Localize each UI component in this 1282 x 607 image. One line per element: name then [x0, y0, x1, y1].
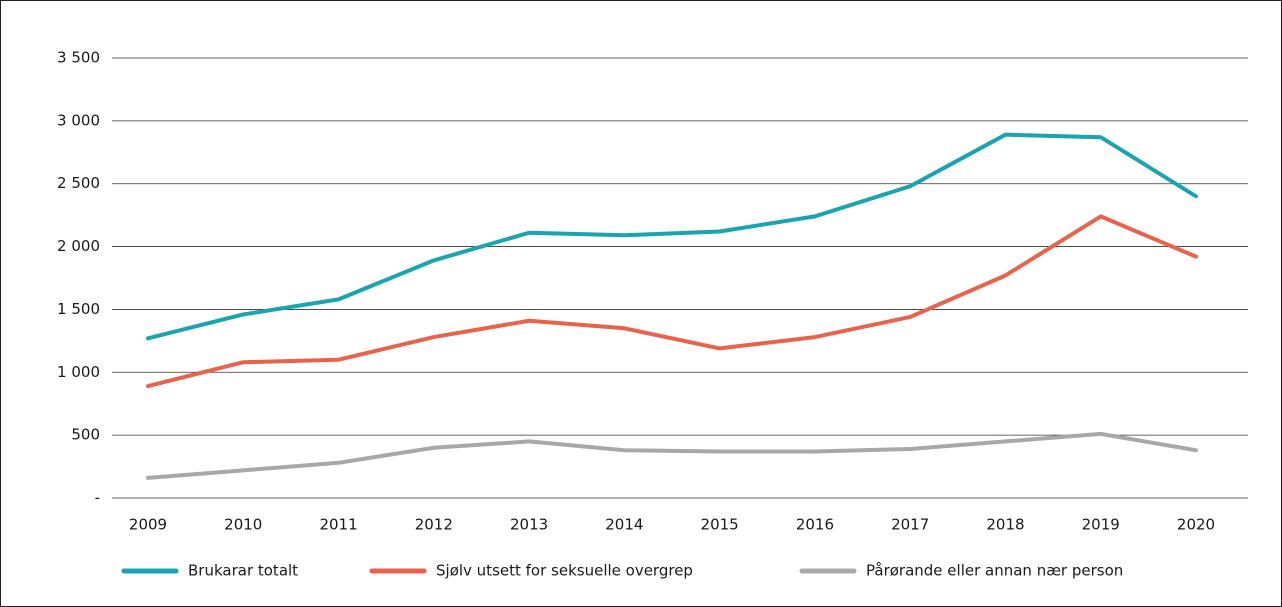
y-tick-label: 500: [71, 426, 100, 444]
legend-label: Brukarar totalt: [188, 562, 298, 580]
x-tick-label: 2013: [510, 516, 548, 534]
y-tick-label: 1 000: [57, 363, 100, 381]
series-line: [146, 214, 1198, 389]
x-tick-label: 2014: [605, 516, 643, 534]
y-tick-label: -: [95, 489, 100, 507]
x-tick-label: 2018: [986, 516, 1024, 534]
x-tick-label: 2010: [224, 516, 262, 534]
y-tick-label: 3 000: [57, 111, 100, 129]
x-tick-label: 2019: [1082, 516, 1120, 534]
y-tick-label: 1 500: [57, 300, 100, 318]
y-tick-label: 2 500: [57, 174, 100, 192]
x-tick-label: 2017: [891, 516, 929, 534]
x-tick-label: 2011: [319, 516, 357, 534]
legend-label: Pårørande eller annan nær person: [866, 562, 1123, 580]
series-line: [146, 431, 1198, 480]
x-tick-label: 2020: [1177, 516, 1215, 534]
series-line: [146, 132, 1198, 341]
x-tick-label: 2016: [796, 516, 834, 534]
y-tick-label: 3 500: [57, 49, 100, 67]
y-tick-label: 2 000: [57, 237, 100, 255]
x-tick-label: 2012: [415, 516, 453, 534]
legend-label: Sjølv utsett for seksuelle overgrep: [436, 562, 693, 580]
x-tick-label: 2015: [701, 516, 739, 534]
x-tick-label: 2009: [129, 516, 167, 534]
